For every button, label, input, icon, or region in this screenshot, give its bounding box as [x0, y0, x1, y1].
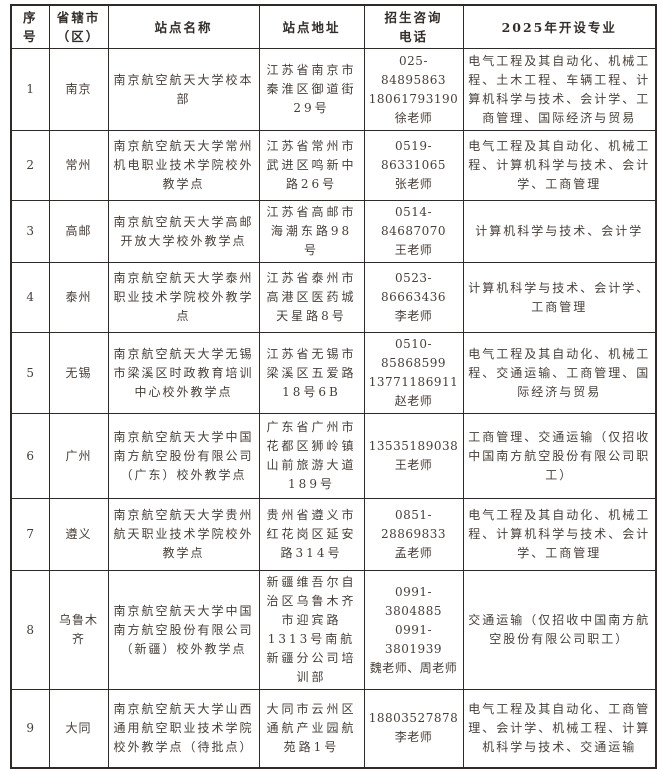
- table-row: 8 乌鲁木齐 南京航空航天大学中国南方航空股份有限公司（新疆）校外教学点 新疆维…: [10, 570, 657, 690]
- cell-seq: 8: [10, 570, 50, 690]
- cell-seq: 7: [10, 498, 50, 571]
- cell-city: 无锡: [48, 332, 109, 414]
- cell-seq: 6: [10, 413, 50, 499]
- table-row: 2 常州 南京航空航天大学常州机电职业技术学院校外教学点 江苏省常州市武进区鸣新…: [10, 130, 657, 201]
- cell-city: 高邮: [48, 200, 109, 263]
- cell-majors: 电气工程及其自动化、工商管理、会计学、机械工程、计算机科学与技术、交通运输: [462, 689, 657, 768]
- cell-majors: 工商管理、交通运输（仅招收中国南方航空股份有限公司职工）: [462, 413, 657, 499]
- cell-majors: 计算机科学与技术、会计学: [462, 200, 657, 263]
- cell-phone: 0991-3804885 0991-3801939 魏老师、周老师: [363, 570, 464, 690]
- table-row: 7 遵义 南京航空航天大学贵州航天职业技术学院校外教学点 贵州省遵义市红花岗区延…: [10, 498, 657, 571]
- cell-city: 泰州: [48, 262, 109, 333]
- cell-phone: 0519-86331065 张老师: [363, 130, 464, 201]
- cell-city: 南京: [48, 48, 109, 131]
- cell-city: 广州: [48, 413, 109, 499]
- cell-site-name: 南京航空航天大学山西通用航空职业技术学院校外教学点（待批点）: [107, 689, 260, 768]
- cell-seq: 3: [10, 200, 50, 263]
- cell-address: 江苏省泰州市高港区医药城天星路8号: [258, 262, 365, 333]
- table-row: 3 高邮 南京航空航天大学高邮开放大学校外教学点 江苏省高邮市海潮东路98号 0…: [10, 200, 657, 263]
- cell-site-name: 南京航空航天大学校本部: [107, 48, 260, 131]
- cell-phone: 025-84895863 18061793190 徐老师: [363, 48, 464, 131]
- cell-site-name: 南京航空航天大学贵州航天职业技术学院校外教学点: [107, 498, 260, 571]
- table-row: 1 南京 南京航空航天大学校本部 江苏省南京市秦淮区御道街29号 025-848…: [10, 48, 657, 131]
- cell-site-name: 南京航空航天大学泰州职业技术学院校外教学点: [107, 262, 260, 333]
- cell-phone: 13535189038 王老师: [363, 413, 464, 499]
- cell-majors: 电气工程及其自动化、机械工程、交通运输、工商管理、国际经济与贸易: [462, 332, 657, 414]
- cell-phone: 0514-84687070 王老师: [363, 200, 464, 263]
- column-header-phone: 招生咨询 电话: [363, 4, 464, 49]
- cell-city: 大同: [48, 689, 109, 768]
- cell-majors: 交通运输（仅招收中国南方航空股份有限公司职工）: [462, 570, 657, 690]
- cell-address: 贵州省遵义市红花岗区延安路314号: [258, 498, 365, 571]
- cell-address: 江苏省无锡市梁溪区五爱路18号6B: [258, 332, 365, 414]
- cell-majors: 计算机科学与技术、会计学、工商管理: [462, 262, 657, 333]
- cell-majors: 电气工程及其自动化、机械工程、计算机科学与技术、会计学、工商管理: [462, 130, 657, 201]
- cell-site-name: 南京航空航天大学常州机电职业技术学院校外教学点: [107, 130, 260, 201]
- table-row: 6 广州 南京航空航天大学中国南方航空股份有限公司（广东）校外教学点 广东省广州…: [10, 413, 657, 499]
- cell-seq: 4: [10, 262, 50, 333]
- cell-site-name: 南京航空航天大学高邮开放大学校外教学点: [107, 200, 260, 263]
- cell-address: 大同市云州区通航产业园航苑路1号: [258, 689, 365, 768]
- cell-address: 新疆维吾尔自治区乌鲁木齐市迎宾路1313号南航新疆分公司培训部: [258, 570, 365, 690]
- cell-phone: 0523-86663436 李老师: [363, 262, 464, 333]
- cell-city: 遵义: [48, 498, 109, 571]
- cell-address: 江苏省南京市秦淮区御道街29号: [258, 48, 365, 131]
- cell-address: 江苏省常州市武进区鸣新中路26号: [258, 130, 365, 201]
- table-row: 5 无锡 南京航空航天大学无锡市梁溪区时政教育培训中心校外教学点 江苏省无锡市梁…: [10, 332, 657, 414]
- cell-phone: 18803527878 李老师: [363, 689, 464, 768]
- column-header-seq: 序号: [10, 4, 50, 49]
- cell-city: 乌鲁木齐: [48, 570, 109, 690]
- cell-address: 江苏省高邮市海潮东路98号: [258, 200, 365, 263]
- column-header-majors: 2025年开设专业: [462, 4, 657, 49]
- cell-seq: 1: [10, 48, 50, 131]
- cell-seq: 2: [10, 130, 50, 201]
- cell-site-name: 南京航空航天大学无锡市梁溪区时政教育培训中心校外教学点: [107, 332, 260, 414]
- cell-site-name: 南京航空航天大学中国南方航空股份有限公司（广东）校外教学点: [107, 413, 260, 499]
- cell-seq: 9: [10, 689, 50, 768]
- cell-phone: 0851-28869833 孟老师: [363, 498, 464, 571]
- cell-city: 常州: [48, 130, 109, 201]
- admission-sites-table: 序号 省辖市 （区） 站点名称 站点地址 招生咨询 电话 2025年开设专业 1…: [10, 4, 657, 769]
- column-header-city: 省辖市 （区）: [48, 4, 109, 49]
- cell-site-name: 南京航空航天大学中国南方航空股份有限公司（新疆）校外教学点: [107, 570, 260, 690]
- cell-phone: 0510-85868599 13771186911 赵老师: [363, 332, 464, 414]
- table-header-row: 序号 省辖市 （区） 站点名称 站点地址 招生咨询 电话 2025年开设专业: [10, 4, 657, 49]
- cell-majors: 电气工程及其自动化、机械工程、计算机科学与技术、会计学、工商管理: [462, 498, 657, 571]
- column-header-site: 站点名称: [107, 4, 260, 49]
- cell-majors: 电气工程及其自动化、机械工程、土木工程、车辆工程、计算机科学与技术、会计学、工商…: [462, 48, 657, 131]
- column-header-address: 站点地址: [258, 4, 365, 49]
- cell-seq: 5: [10, 332, 50, 414]
- table-row: 4 泰州 南京航空航天大学泰州职业技术学院校外教学点 江苏省泰州市高港区医药城天…: [10, 262, 657, 333]
- table-row: 9 大同 南京航空航天大学山西通用航空职业技术学院校外教学点（待批点） 大同市云…: [10, 689, 657, 768]
- cell-address: 广东省广州市花都区狮岭镇山前旅游大道189号: [258, 413, 365, 499]
